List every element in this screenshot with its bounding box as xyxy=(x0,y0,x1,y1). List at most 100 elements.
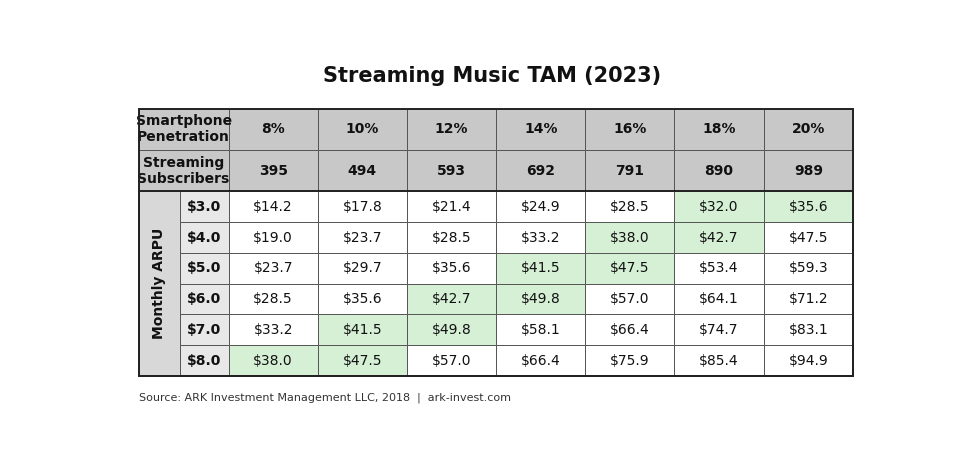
Text: 395: 395 xyxy=(258,164,288,178)
Text: Streaming
Subscribers: Streaming Subscribers xyxy=(137,156,229,186)
Text: $47.5: $47.5 xyxy=(788,231,828,245)
Text: 10%: 10% xyxy=(346,122,379,136)
Bar xyxy=(228,109,318,150)
Bar xyxy=(496,284,586,314)
Text: $41.5: $41.5 xyxy=(521,261,561,275)
Bar xyxy=(318,222,407,253)
Bar xyxy=(228,314,318,345)
Text: $28.5: $28.5 xyxy=(611,200,650,214)
Text: 791: 791 xyxy=(615,164,644,178)
Text: 494: 494 xyxy=(348,164,377,178)
Bar xyxy=(180,314,228,345)
Bar xyxy=(496,150,586,191)
Bar xyxy=(228,150,318,191)
Bar xyxy=(138,150,228,191)
Bar xyxy=(675,314,763,345)
Bar xyxy=(675,191,763,222)
Text: 692: 692 xyxy=(526,164,555,178)
Bar xyxy=(228,191,318,222)
Text: 14%: 14% xyxy=(524,122,558,136)
Bar xyxy=(407,345,496,376)
Text: $29.7: $29.7 xyxy=(343,261,382,275)
Bar xyxy=(180,345,228,376)
Text: $74.7: $74.7 xyxy=(699,323,739,337)
Bar xyxy=(675,284,763,314)
Bar xyxy=(407,314,496,345)
Text: 12%: 12% xyxy=(435,122,468,136)
Text: $58.1: $58.1 xyxy=(521,323,561,337)
Bar xyxy=(586,109,675,150)
Bar xyxy=(586,345,675,376)
Text: $41.5: $41.5 xyxy=(343,323,382,337)
Text: $47.5: $47.5 xyxy=(343,354,382,368)
Text: $85.4: $85.4 xyxy=(699,354,739,368)
Text: Smartphone
Penetration: Smartphone Penetration xyxy=(135,114,231,144)
Text: $4.0: $4.0 xyxy=(187,231,222,245)
Text: $7.0: $7.0 xyxy=(187,323,222,337)
Text: 16%: 16% xyxy=(613,122,647,136)
Text: $49.8: $49.8 xyxy=(521,292,561,306)
Text: $53.4: $53.4 xyxy=(699,261,739,275)
Text: $23.7: $23.7 xyxy=(253,261,293,275)
Bar xyxy=(138,109,228,150)
Bar xyxy=(496,109,586,150)
Bar xyxy=(763,345,852,376)
Text: $35.6: $35.6 xyxy=(788,200,828,214)
Bar xyxy=(675,222,763,253)
Text: $6.0: $6.0 xyxy=(187,292,222,306)
Bar xyxy=(318,191,407,222)
Text: $57.0: $57.0 xyxy=(611,292,650,306)
Bar xyxy=(675,253,763,284)
Bar xyxy=(763,222,852,253)
Text: 890: 890 xyxy=(705,164,733,178)
Bar xyxy=(675,345,763,376)
Bar xyxy=(407,284,496,314)
Text: Streaming Music TAM (2023): Streaming Music TAM (2023) xyxy=(323,66,661,86)
Text: $42.7: $42.7 xyxy=(699,231,739,245)
Bar xyxy=(138,109,852,376)
Text: Source: ARK Investment Management LLC, 2018  |  ark-invest.com: Source: ARK Investment Management LLC, 2… xyxy=(138,393,511,403)
Text: $75.9: $75.9 xyxy=(611,354,650,368)
Bar xyxy=(407,150,496,191)
Text: $33.2: $33.2 xyxy=(521,231,561,245)
Bar xyxy=(228,284,318,314)
Bar xyxy=(586,222,675,253)
Text: $71.2: $71.2 xyxy=(788,292,828,306)
Text: $42.7: $42.7 xyxy=(432,292,471,306)
Text: $21.4: $21.4 xyxy=(432,200,471,214)
Bar xyxy=(496,191,586,222)
Bar xyxy=(407,222,496,253)
Text: $47.5: $47.5 xyxy=(611,261,650,275)
Text: $38.0: $38.0 xyxy=(611,231,650,245)
Bar xyxy=(763,284,852,314)
Bar xyxy=(180,253,228,284)
Bar xyxy=(318,345,407,376)
Bar xyxy=(180,284,228,314)
Bar xyxy=(138,191,852,376)
Text: $5.0: $5.0 xyxy=(187,261,222,275)
Bar xyxy=(763,109,852,150)
Bar xyxy=(180,222,228,253)
Bar xyxy=(586,314,675,345)
Text: $33.2: $33.2 xyxy=(253,323,293,337)
Bar xyxy=(496,345,586,376)
Text: 593: 593 xyxy=(437,164,466,178)
Text: $35.6: $35.6 xyxy=(343,292,382,306)
Bar xyxy=(586,191,675,222)
Text: $64.1: $64.1 xyxy=(699,292,739,306)
Bar xyxy=(407,253,496,284)
Bar xyxy=(763,191,852,222)
Bar xyxy=(496,253,586,284)
Text: $66.4: $66.4 xyxy=(521,354,561,368)
Text: 18%: 18% xyxy=(703,122,735,136)
Text: $83.1: $83.1 xyxy=(788,323,828,337)
Bar xyxy=(407,109,496,150)
Bar xyxy=(586,150,675,191)
Bar xyxy=(318,150,407,191)
Text: $94.9: $94.9 xyxy=(788,354,828,368)
Bar xyxy=(586,253,675,284)
Bar xyxy=(763,150,852,191)
Bar xyxy=(763,314,852,345)
Bar xyxy=(318,284,407,314)
Text: $3.0: $3.0 xyxy=(187,200,222,214)
